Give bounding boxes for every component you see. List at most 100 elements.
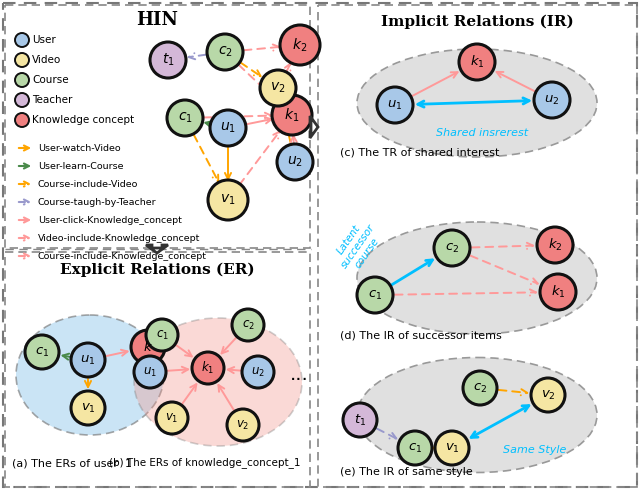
Text: $k_2$: $k_2$ [292,36,308,54]
Ellipse shape [357,358,597,472]
Text: $c_2$: $c_2$ [218,45,232,59]
Text: $c_1$: $c_1$ [368,289,382,301]
Text: $u_2$: $u_2$ [545,94,559,106]
Circle shape [71,343,105,377]
Text: $t_1$: $t_1$ [162,52,174,68]
Text: $c_1$: $c_1$ [156,328,168,342]
Polygon shape [146,245,168,253]
Text: $v_2$: $v_2$ [270,81,285,95]
Text: $u_1$: $u_1$ [143,366,157,379]
Text: (b) The ERs of knowledge_concept_1: (b) The ERs of knowledge_concept_1 [109,458,301,468]
Text: $u_2$: $u_2$ [287,155,303,169]
Circle shape [15,113,29,127]
Circle shape [134,356,166,388]
Text: Latent
successor
course: Latent successor course [330,216,387,276]
Circle shape [459,44,495,80]
Text: $u_2$: $u_2$ [251,366,265,379]
Text: Shared insrerest: Shared insrerest [436,128,528,138]
Text: $c_2$: $c_2$ [445,242,459,254]
Text: $v_1$: $v_1$ [220,193,236,207]
Text: $k_1$: $k_1$ [202,360,214,376]
Circle shape [357,277,393,313]
Circle shape [207,34,243,70]
Circle shape [377,87,413,123]
Circle shape [435,431,469,465]
Circle shape [208,180,248,220]
Polygon shape [310,116,318,138]
Circle shape [150,42,186,78]
Text: $c_1$: $c_1$ [35,345,49,359]
Circle shape [15,93,29,107]
Text: Course: Course [32,75,68,85]
Ellipse shape [16,315,164,435]
Text: $c_2$: $c_2$ [473,381,487,394]
Circle shape [15,73,29,87]
Text: Course-taugh-by-Teacher: Course-taugh-by-Teacher [38,197,157,206]
Ellipse shape [357,49,597,157]
Text: $v_1$: $v_1$ [445,441,460,455]
Text: $v_1$: $v_1$ [81,401,95,415]
Circle shape [463,371,497,405]
Circle shape [540,274,576,310]
Circle shape [343,403,377,437]
Text: Knowledge concept: Knowledge concept [32,115,134,125]
Circle shape [434,230,470,266]
Text: Implicit Relations (IR): Implicit Relations (IR) [381,15,573,29]
Circle shape [146,319,178,351]
Text: $v_1$: $v_1$ [165,412,179,424]
Circle shape [242,356,274,388]
Circle shape [537,227,573,263]
Text: $u_1$: $u_1$ [80,353,96,367]
Circle shape [15,33,29,47]
Text: User-watch-Video: User-watch-Video [38,144,120,152]
Text: Same Style: Same Style [503,445,566,455]
Ellipse shape [134,318,302,446]
Circle shape [260,70,296,106]
Text: Explicit Relations (ER): Explicit Relations (ER) [60,263,254,277]
Text: $k_1$: $k_1$ [284,106,300,123]
Text: $u_1$: $u_1$ [387,98,403,112]
Text: Video-include-Knowledge_concept: Video-include-Knowledge_concept [38,234,200,243]
Circle shape [71,391,105,425]
Circle shape [192,352,224,384]
Circle shape [25,335,59,369]
Text: HIN: HIN [136,11,178,29]
Text: $k_1$: $k_1$ [550,284,565,300]
Text: $c_1$: $c_1$ [408,441,422,455]
Text: $v_2$: $v_2$ [236,418,250,432]
Text: $v_2$: $v_2$ [541,389,556,401]
Circle shape [131,330,165,364]
Circle shape [227,409,259,441]
Text: $k_1$: $k_1$ [470,54,484,70]
Circle shape [15,53,29,67]
Circle shape [272,95,312,135]
Text: (c) The TR of shared interest: (c) The TR of shared interest [340,147,499,157]
Circle shape [534,82,570,118]
Text: $c_2$: $c_2$ [241,318,255,332]
Text: $c_1$: $c_1$ [177,111,193,125]
Circle shape [398,431,432,465]
Text: Teacher: Teacher [32,95,72,105]
Text: Course-include-Knowledge_concept: Course-include-Knowledge_concept [38,251,207,261]
Text: ···: ··· [290,370,308,390]
Ellipse shape [357,222,597,334]
Circle shape [232,309,264,341]
Circle shape [210,110,246,146]
Text: $t_1$: $t_1$ [354,413,366,428]
Text: $k_2$: $k_2$ [548,237,563,253]
Circle shape [156,402,188,434]
Circle shape [277,144,313,180]
Text: $k$: $k$ [143,340,153,354]
Text: User-click-Knowledge_concept: User-click-Knowledge_concept [38,216,182,224]
Text: (d) The IR of successor items: (d) The IR of successor items [340,330,502,340]
Text: Video: Video [32,55,61,65]
Circle shape [167,100,203,136]
Text: User: User [32,35,56,45]
Text: (e) The IR of same style: (e) The IR of same style [340,467,473,477]
Text: (a) The ERs of user  1: (a) The ERs of user 1 [12,458,132,468]
Text: Course-include-Video: Course-include-Video [38,179,138,189]
Circle shape [531,378,565,412]
Circle shape [280,25,320,65]
Text: $u_1$: $u_1$ [220,121,236,135]
Text: User-learn-Course: User-learn-Course [38,162,124,171]
